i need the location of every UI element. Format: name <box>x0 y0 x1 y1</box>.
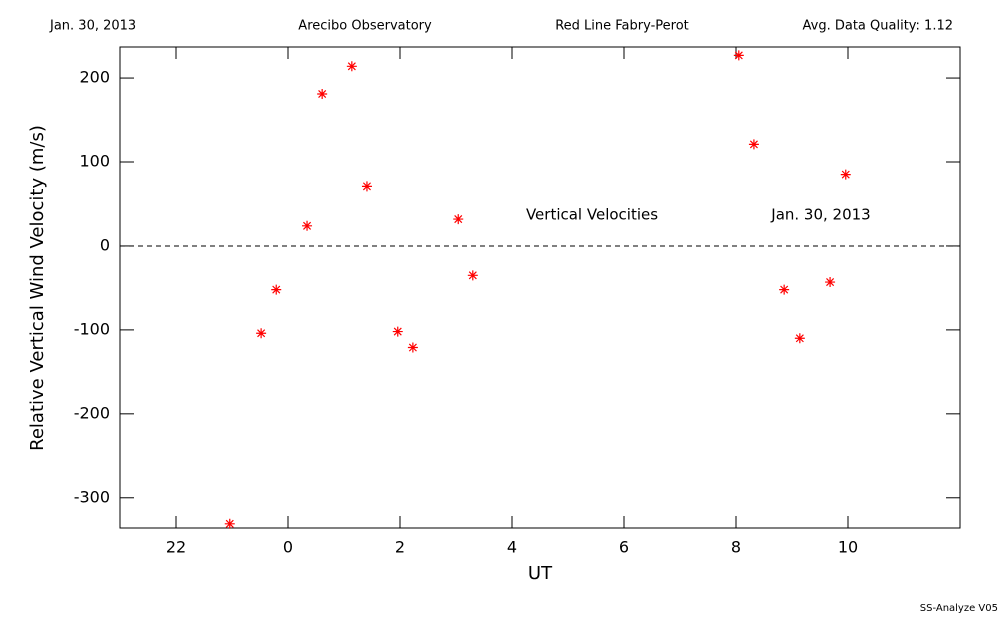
header-date: Jan. 30, 2013 <box>49 19 136 34</box>
point <box>733 50 744 61</box>
y-tick-label: -300 <box>74 487 110 506</box>
footer: SS-Analyze V05 <box>920 603 998 614</box>
x-tick-label: 4 <box>507 538 517 557</box>
plot-frame <box>119 46 961 529</box>
point <box>317 89 328 100</box>
x-axis-label: UT <box>528 563 553 584</box>
annotation: Jan. 30, 2013 <box>770 206 870 224</box>
x-tick-label: 0 <box>283 538 293 557</box>
point <box>840 169 851 180</box>
y-tick-label: 200 <box>79 68 110 87</box>
point <box>407 342 418 353</box>
y-tick-label: 100 <box>79 152 110 171</box>
y-axis-label: Relative Vertical Wind Velocity (m/s) <box>27 125 48 451</box>
header-instrument: Red Line Fabry-Perot <box>555 19 689 34</box>
annotation: Vertical Velocities <box>526 206 658 224</box>
x-tick-label: 22 <box>166 538 186 557</box>
point <box>467 270 478 281</box>
point <box>271 284 282 295</box>
point <box>302 220 313 231</box>
y-tick-label: -100 <box>74 319 110 338</box>
point <box>392 326 403 337</box>
point <box>453 214 464 225</box>
y-tick-label: 0 <box>100 235 110 254</box>
header-site: Arecibo Observatory <box>298 19 432 34</box>
point <box>779 284 790 295</box>
point <box>361 181 372 192</box>
point <box>825 277 836 288</box>
x-tick-label: 2 <box>395 538 405 557</box>
x-tick-label: 6 <box>619 538 629 557</box>
point <box>794 333 805 344</box>
point <box>346 61 357 72</box>
point <box>256 328 267 339</box>
y-tick-label: -200 <box>74 403 110 422</box>
header-quality: Avg. Data Quality: 1.12 <box>803 19 953 34</box>
x-tick-label: 10 <box>838 538 858 557</box>
point <box>748 139 759 150</box>
point <box>224 518 235 529</box>
x-tick-label: 8 <box>731 538 741 557</box>
